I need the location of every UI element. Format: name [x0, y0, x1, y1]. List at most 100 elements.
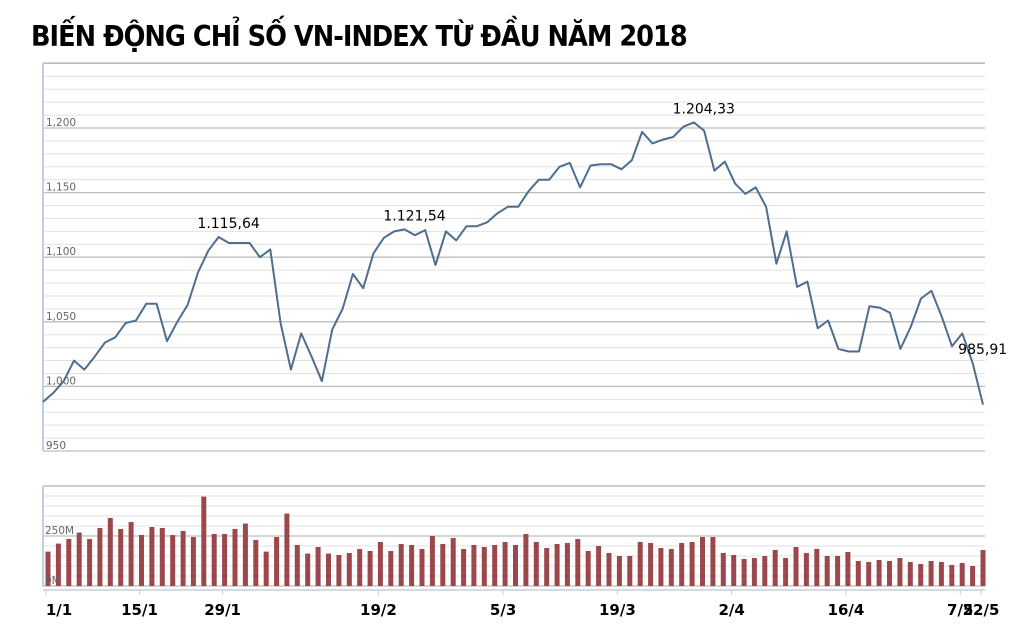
volume-bar	[980, 550, 986, 586]
volume-bar	[409, 545, 415, 586]
y-tick-label: 1,050	[46, 311, 76, 323]
volume-bar	[222, 534, 228, 586]
volume-bar	[346, 553, 352, 586]
volume-bar	[741, 559, 747, 586]
volume-bar	[928, 561, 934, 586]
volume-bar	[326, 553, 331, 586]
volume-bar	[564, 543, 570, 586]
volume-bar	[616, 556, 622, 586]
volume-bar	[700, 537, 705, 586]
volume-bar	[502, 542, 508, 586]
volume-bar	[627, 556, 633, 586]
volume-bar	[97, 528, 103, 586]
volume-bar	[689, 542, 695, 586]
volume-bar	[107, 518, 113, 586]
y-tick-label: 0M	[45, 575, 61, 587]
volume-bar	[845, 552, 851, 586]
volume-bar	[783, 558, 789, 586]
volume-bar	[720, 553, 726, 586]
value-annotation: 1.115,64	[197, 216, 259, 232]
x-tick-label: 29/1	[204, 601, 241, 619]
volume-bar	[596, 546, 602, 586]
volume-bar	[938, 562, 944, 586]
volume-bar	[242, 523, 248, 586]
volume-bar	[949, 565, 955, 586]
volume-bar	[263, 551, 269, 586]
volume-bar	[731, 555, 737, 586]
volume-bar	[762, 556, 768, 586]
price-annotations: 1.115,64 1.121,54 1.204,33 985,91	[197, 101, 1007, 358]
volume-bar	[190, 537, 196, 586]
volume-bar	[855, 561, 861, 586]
volume-bar	[866, 562, 872, 586]
volume-bar	[554, 544, 560, 586]
volume-bar	[585, 551, 591, 586]
volume-bar	[232, 529, 238, 586]
volume-bar	[575, 539, 581, 586]
x-tick-label: 5/3	[490, 601, 516, 619]
volume-bar	[284, 513, 290, 586]
volume-bar	[897, 558, 903, 586]
volume-bar	[201, 496, 207, 586]
volume-bar	[959, 563, 965, 586]
volume-bar	[128, 522, 134, 586]
volume-bar	[793, 547, 799, 586]
volume-bar	[637, 542, 643, 586]
value-annotation: 1.121,54	[383, 208, 445, 224]
volume-bar	[253, 540, 259, 586]
volume-bar	[419, 549, 425, 586]
volume-bar	[835, 556, 841, 586]
x-axis-ticks: 1/1 15/1 29/1 19/2 5/3 19/3 2/4 16/4 7/522/5	[45, 590, 999, 619]
y-tick-label: 950	[46, 440, 66, 452]
chart-title: BIẾN ĐỘNG CHỈ SỐ VN-INDEX TỪ ĐẦU NĂM 201…	[31, 20, 688, 53]
x-tick-label: 15/1	[121, 601, 158, 619]
x-tick-label: 19/2	[360, 601, 397, 619]
y-tick-label: 1,000	[46, 375, 76, 387]
volume-bar	[887, 561, 892, 586]
volume-bar	[544, 548, 550, 586]
y-tick-label: 1,150	[46, 182, 76, 194]
volume-bar	[294, 545, 300, 586]
volume-bar	[648, 543, 654, 586]
volume-bar	[170, 535, 176, 586]
volume-bar	[274, 537, 280, 586]
vn-index-line	[42, 121, 984, 405]
volume-bar	[907, 562, 913, 586]
volume-bar	[45, 551, 51, 586]
y-tick-label: 1,200	[46, 117, 76, 129]
volume-bar	[55, 543, 61, 586]
x-tick-label: 19/3	[599, 601, 636, 619]
volume-bar	[180, 531, 186, 586]
volume-bar	[315, 547, 321, 586]
volume-bar	[440, 544, 446, 586]
volume-bar	[367, 551, 373, 586]
volume-bar	[876, 560, 882, 586]
volume-bar	[450, 538, 456, 586]
volume-bar	[211, 534, 217, 586]
volume-bar	[118, 529, 124, 586]
volume-bar	[668, 549, 674, 586]
volume-bar	[429, 536, 435, 586]
volume-bar	[481, 547, 487, 586]
volume-bar	[66, 539, 72, 586]
x-tick-label: 2/4	[718, 601, 744, 619]
volume-bar	[377, 542, 383, 586]
volume-bar	[679, 543, 685, 586]
value-annotation: 985,91	[958, 342, 1007, 358]
y-tick-label: 1,100	[46, 246, 76, 258]
volume-bar	[471, 545, 477, 586]
volume-bar	[803, 553, 809, 586]
volume-bar	[523, 534, 529, 586]
volume-bar	[159, 528, 165, 586]
volume-bar	[336, 555, 342, 586]
volume-bar	[398, 544, 404, 586]
volume-bar	[751, 558, 757, 586]
volume-bar	[918, 564, 924, 586]
x-tick-label: 1/1	[46, 601, 72, 619]
volume-bar	[388, 551, 394, 586]
volume-bar	[461, 549, 467, 586]
volume-bar	[658, 548, 664, 586]
price-y-axis-labels: 950 1,000 1,050 1,100 1,150 1,200	[46, 117, 76, 452]
volume-bar	[492, 545, 498, 586]
volume-bars	[45, 496, 986, 586]
